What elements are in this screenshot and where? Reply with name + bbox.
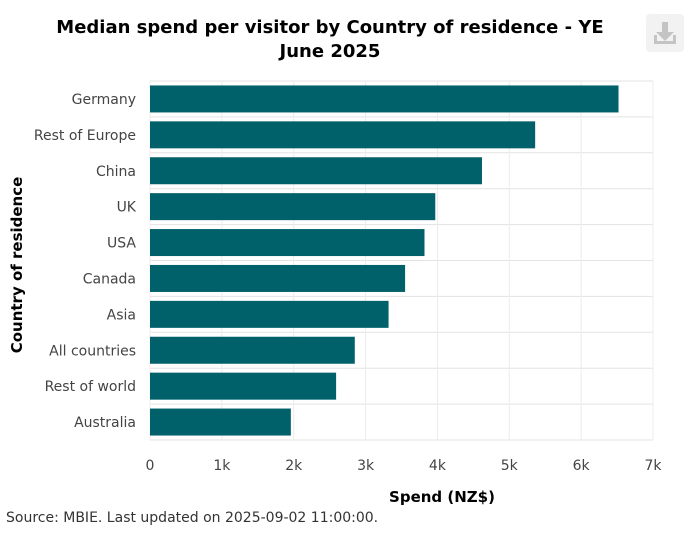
x-tick-label: 4k (429, 458, 447, 474)
x-tick-label: 5k (501, 458, 519, 474)
y-tick-label: Rest of world (45, 379, 136, 395)
bar (150, 336, 355, 364)
x-tick-label: 7k (644, 458, 662, 474)
y-tick-label: All countries (49, 343, 136, 359)
x-tick-label: 0 (146, 458, 155, 474)
x-tick-label: 6k (573, 458, 591, 474)
bar (150, 157, 482, 185)
y-axis-title: Country of residence (8, 177, 26, 354)
x-tick-label: 3k (357, 458, 375, 474)
y-tick-label: Rest of Europe (34, 128, 136, 144)
x-axis-title: Spend (NZ$) (389, 488, 495, 506)
y-tick-label: Canada (83, 271, 136, 287)
download-button[interactable] (646, 14, 684, 52)
y-tick-label: Germany (72, 92, 136, 108)
y-tick-label: UK (117, 200, 137, 216)
chart-title: Median spend per visitor by Country of r… (56, 17, 604, 62)
bar (150, 121, 536, 149)
y-tick-label: Australia (74, 415, 136, 431)
y-tick-label: China (96, 164, 136, 180)
bar (150, 408, 291, 436)
bar (150, 193, 436, 221)
x-axis-labels: 0 1k 2k 3k 4k 5k 6k 7k (146, 458, 663, 474)
bar (150, 229, 425, 257)
x-tick-label: 2k (285, 458, 303, 474)
bars (150, 85, 619, 436)
bar (150, 85, 619, 113)
source-note: Source: MBIE. Last updated on 2025-09-02… (6, 510, 379, 526)
y-axis-labels: Germany Rest of Europe China UK USA Canada Asi… (34, 92, 137, 431)
y-tick-label: USA (107, 236, 136, 252)
bar (150, 300, 389, 328)
y-tick-label: Asia (107, 307, 136, 323)
bar (150, 264, 406, 292)
x-tick-label: 1k (213, 458, 231, 474)
download-icon (654, 22, 676, 44)
bar (150, 372, 337, 400)
